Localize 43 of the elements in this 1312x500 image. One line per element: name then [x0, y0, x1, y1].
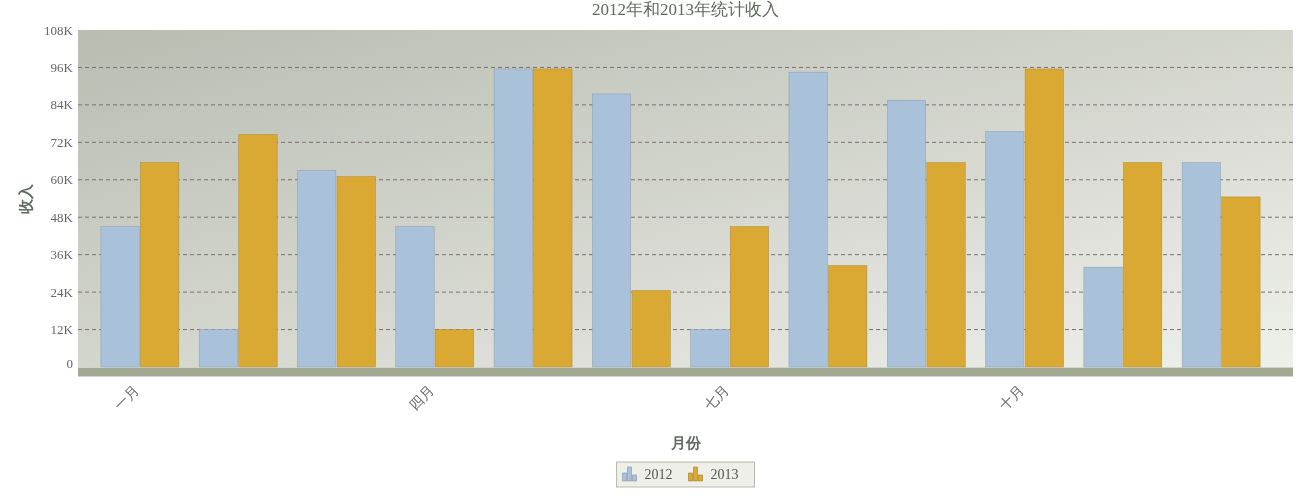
y-tick-label: 84K	[50, 97, 74, 113]
y-axis-title: 收入	[18, 182, 34, 214]
bar	[1181, 162, 1221, 368]
y-tick-label: 36K	[50, 247, 74, 263]
bar	[985, 131, 1025, 368]
bar	[238, 134, 278, 368]
bar	[198, 329, 238, 368]
y-tick-label: 72K	[50, 134, 74, 150]
bar	[100, 226, 140, 368]
x-tick-label: 一月	[111, 382, 142, 413]
y-tick-label: 48K	[50, 209, 74, 225]
y-tick-label: 12K	[50, 322, 74, 338]
y-tick-label: 108K	[44, 22, 74, 38]
y-tick-label: 96K	[50, 59, 74, 75]
bar	[729, 226, 769, 368]
bar	[592, 93, 632, 368]
bar	[297, 170, 337, 368]
x-axis-title: 月份	[669, 435, 702, 451]
bar	[1123, 162, 1163, 368]
x-tick-label: 七月	[701, 382, 732, 413]
y-tick-label: 60K	[50, 172, 74, 188]
bar	[533, 68, 573, 368]
bar	[926, 162, 966, 368]
bar	[336, 176, 376, 368]
bar	[1221, 196, 1261, 368]
bar	[1083, 266, 1123, 368]
bar	[631, 290, 671, 368]
x-tick-label: 十月	[996, 382, 1027, 413]
legend-label: 2012	[644, 467, 673, 482]
y-tick-label: 24K	[50, 284, 74, 300]
bar	[140, 162, 180, 368]
bar	[690, 329, 730, 368]
bar	[788, 71, 828, 368]
bar	[887, 99, 926, 368]
bar	[828, 265, 868, 368]
chart-title: 2012年和2013年统计收入	[592, 0, 779, 19]
bar	[435, 329, 474, 368]
bar	[493, 68, 533, 368]
bar	[395, 226, 435, 368]
y-tick-label: 0	[66, 356, 73, 372]
bar	[1024, 68, 1064, 368]
legend-label: 2013	[710, 467, 739, 482]
x-tick-label: 四月	[406, 382, 437, 413]
